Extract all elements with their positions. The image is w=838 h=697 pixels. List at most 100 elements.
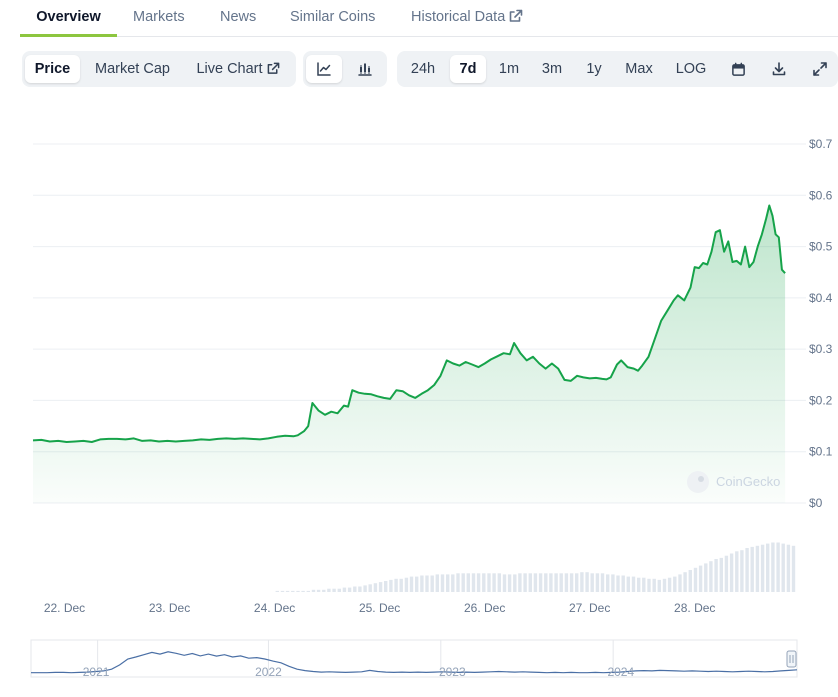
volume-bar [316,589,321,592]
volume-bar [446,574,450,592]
volume-bar [709,561,713,592]
volume-bar [492,573,496,592]
candlestick-chart-button[interactable] [347,55,383,83]
volume-bar [693,567,698,592]
live-chart-button[interactable]: Live Chart [186,55,290,83]
candlestick-chart-icon [358,63,372,76]
volume-bar [332,588,336,592]
volume-bar [559,573,563,592]
volume-bar [384,581,388,592]
volume-bar [600,573,605,592]
volume-bar [296,590,300,592]
volume-bar [637,577,641,592]
range-1y-button[interactable]: 1y [586,61,602,77]
range-max-button[interactable]: Max [625,61,653,77]
volume-bar [755,545,760,592]
x-tick-label: 23. Dec [149,601,190,615]
volume-bar [461,573,465,592]
volume-bar [564,573,569,592]
volume-bar [585,572,589,592]
y-tick-label: $0.7 [809,137,833,151]
calendar-button[interactable] [720,55,756,83]
volume-bar [714,559,718,592]
volume-bar [409,576,414,592]
fullscreen-icon [813,62,827,76]
volume-bar [497,573,501,592]
volume-bar [704,563,708,592]
volume-bar [430,575,434,592]
tab-markets[interactable]: Markets [133,9,185,25]
volume-bar [291,590,295,592]
volume-bar [358,586,362,592]
volume-bar [327,588,331,592]
volume-bar [523,573,527,592]
volume-bar [353,586,357,592]
range-3m-button[interactable]: 3m [541,61,563,77]
volume-bar [724,555,729,592]
fullscreen-button[interactable] [802,55,838,83]
x-tick-label: 25. Dec [359,601,400,615]
y-tick-label: $0 [809,496,823,510]
volume-bar [466,573,470,592]
volume-bar [786,544,791,592]
volume-bar [735,551,739,592]
volume-bar [673,576,677,592]
price-button[interactable]: Price [25,55,80,83]
log-scale-button[interactable]: LOG [675,61,707,77]
volume-bar [678,574,682,592]
volume-bar [590,573,594,592]
volume-bar [642,577,646,592]
volume-bar [404,577,409,592]
volume-bar [776,542,780,592]
volume-bar [471,573,476,592]
download-button[interactable] [761,55,797,83]
volume-bar [518,573,522,592]
tab-overview[interactable]: Overview [20,0,117,37]
range-1m-button[interactable]: 1m [498,61,520,77]
line-chart-button[interactable] [306,55,342,83]
volume-bar [781,543,785,592]
navigator-line [31,651,798,674]
volume-bar [502,574,507,592]
volume-bar [301,590,305,592]
volume-bar [415,576,419,592]
price-chart[interactable]: $0 $0.1 $0.2 $0.3 $0.4 $0.5 $0.6 $0.7 CoinGecko… [0,120,838,697]
volume-bar [549,573,553,592]
navigator-year-label: 2021 [83,665,110,679]
volume-bar [420,575,424,592]
tab-similar-coins[interactable]: Similar Coins [290,9,376,25]
volume-bar [285,590,290,592]
volume-bar [322,589,326,592]
market-cap-button[interactable]: Market Cap [95,61,170,77]
volume-bar [451,574,455,592]
x-tick-label: 22. Dec [44,601,85,615]
external-link-icon [509,9,523,22]
volume-bar [771,542,775,592]
volume-bar [719,557,723,592]
volume-bar [456,573,460,592]
volume-bar [337,588,341,592]
tab-news[interactable]: News [220,9,257,25]
navigator-year-label: 2023 [439,665,466,679]
x-tick-label: 26. Dec [464,601,505,615]
tab-bar: Overview Markets News Similar Coins Hist… [20,0,838,37]
volume-bar [554,573,558,592]
volume-bar [275,590,279,592]
volume-bar [740,550,744,592]
x-tick-label: 24. Dec [254,601,295,615]
y-tick-label: $0.3 [809,342,833,356]
volume-bar [538,573,543,592]
volume-bar [482,573,486,592]
navigator-year-label: 2022 [255,665,282,679]
volume-bar [513,574,517,592]
range-navigator[interactable]: 2021 2022 2023 2024 [30,639,798,679]
range-24h-button[interactable]: 24h [410,61,436,77]
range-7d-button[interactable]: 7d [450,55,486,83]
volume-bar [657,579,661,592]
navigator-handle[interactable] [786,650,797,668]
tab-historical-data[interactable]: Historical Data [411,0,523,37]
time-range-switcher: 24h 7d 1m 3m 1y Max LOG [397,51,838,87]
y-axis: $0 $0.1 $0.2 $0.3 $0.4 $0.5 $0.6 $0.7 [809,137,833,510]
tab-historical-data-label: Historical Data [411,9,506,25]
volume-bar [373,583,378,592]
